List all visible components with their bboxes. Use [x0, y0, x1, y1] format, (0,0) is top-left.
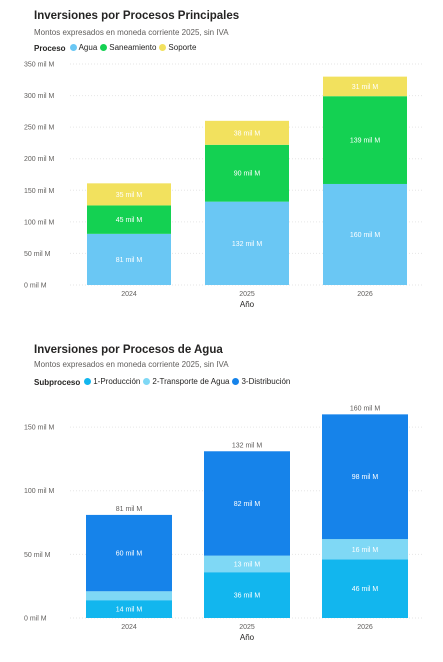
y-tick-label: 350 mil M [24, 62, 55, 69]
legend-color-marker [84, 378, 92, 385]
legend-title: Subproceso [34, 377, 81, 387]
chart-title: Inversiones por Procesos de Agua [34, 344, 223, 356]
bar-segment [322, 559, 408, 618]
legend-color-marker [159, 44, 167, 51]
legend-label: Agua [78, 43, 98, 52]
legend-item: Agua [69, 43, 98, 52]
x-tick-label: 2025 [239, 291, 255, 298]
bar-segment [86, 600, 172, 618]
legend-color-marker [232, 378, 240, 385]
x-tick-label: 2025 [239, 624, 255, 631]
chart-title: Inversiones por Procesos Principales [34, 10, 240, 22]
legend-item: Soporte [159, 43, 196, 52]
y-tick-label: 0 mil M [24, 283, 47, 290]
legend-color-marker [69, 44, 77, 51]
chart-legend: Subproceso 1-Producción 2-Transporte de A… [34, 377, 293, 387]
bar-segment [204, 555, 290, 573]
y-tick-label: 100 mil M [24, 488, 55, 495]
data-label: 13 mil M [234, 561, 261, 568]
legend-item: 2-Transporte de Agua [143, 377, 229, 386]
bar-segment [323, 183, 407, 285]
bar-segment [205, 201, 289, 285]
y-tick-label: 0 mil M [24, 616, 47, 623]
y-tick-label: 50 mil M [24, 552, 51, 559]
chart-subtitle: Montos expresados en moneda corriente 20… [34, 360, 229, 369]
data-label: 16 mil M [352, 547, 379, 554]
chart-subtitle: Montos expresados en moneda corriente 20… [34, 28, 229, 37]
y-tick-label: 150 mil M [24, 188, 55, 195]
legend-color-marker [100, 44, 108, 51]
data-label: 90 mil M [234, 171, 261, 178]
bar-segment [87, 205, 171, 234]
bar-segment [86, 591, 172, 601]
data-label: 45 mil M [116, 217, 143, 224]
legend-label: Soporte [168, 43, 197, 52]
x-axis-title: Año [240, 300, 255, 309]
data-label: 160 mil M [350, 232, 381, 239]
legend-title: Proceso [34, 43, 66, 53]
data-label: 14 mil M [116, 607, 143, 614]
data-label: 31 mil M [352, 84, 379, 91]
data-label: 46 mil M [352, 586, 379, 593]
data-label: 60 mil M [116, 551, 143, 558]
y-tick-label: 100 mil M [24, 219, 55, 226]
legend-label: 1-Producción [93, 377, 141, 386]
data-label: 132 mil M [232, 241, 263, 248]
legend-item: Saneamiento [100, 43, 156, 52]
total-label: 132 mil M [232, 442, 263, 449]
legend-color-marker [143, 378, 151, 385]
bar-segment [205, 120, 289, 145]
y-tick-label: 300 mil M [24, 93, 55, 100]
bar-chart: 0 mil M 50 mil M 100 mil M 150 mil M 14 mil … [24, 405, 424, 642]
y-tick-label: 50 mil M [24, 251, 51, 258]
legend-items: 1-Producción 2-Transporte de Agua 3-Distri… [84, 377, 293, 387]
x-axis-title: Año [240, 633, 255, 642]
y-tick-label: 250 mil M [24, 125, 55, 132]
chart-legend: Proceso Agua Saneamiento Soporte [34, 43, 199, 53]
data-label: 81 mil M [116, 257, 143, 264]
x-tick-label: 2026 [357, 624, 373, 631]
data-label: 82 mil M [234, 501, 261, 508]
x-tick-label: 2026 [357, 291, 373, 298]
bar-chart: 0 mil M 50 mil M 100 mil M 150 mil M 200 mil… [24, 62, 424, 309]
bar-segment [323, 96, 407, 184]
data-label: 38 mil M [234, 130, 261, 137]
chart-panel-procesos-agua: Inversiones por Procesos de Agua Montos … [0, 338, 443, 662]
bar-segment [204, 451, 290, 556]
bar-segment [204, 572, 290, 618]
y-tick-label: 150 mil M [24, 425, 55, 432]
bar-segment [323, 76, 407, 97]
legend-item: 3-Distribución [232, 377, 290, 386]
data-label: 139 mil M [350, 138, 381, 145]
bar-segment [87, 183, 171, 206]
legend-label: Saneamiento [109, 43, 157, 52]
chart-panel-procesos-principales: Inversiones por Procesos Principales Mon… [0, 0, 443, 318]
x-tick-label: 2024 [121, 624, 137, 631]
total-label: 81 mil M [116, 506, 143, 513]
bar-segment [322, 414, 408, 540]
legend-items: Agua Saneamiento Soporte [69, 43, 200, 53]
legend-item: 1-Producción [84, 377, 140, 386]
bar-segment [87, 233, 171, 285]
data-label: 36 mil M [234, 593, 261, 600]
total-label: 160 mil M [350, 405, 381, 412]
legend-label: 2-Transporte de Agua [152, 377, 230, 386]
y-tick-label: 200 mil M [24, 156, 55, 163]
data-label: 35 mil M [116, 192, 143, 199]
bar-segment [86, 514, 172, 592]
bar-segment [322, 539, 408, 560]
legend-label: 3-Distribución [241, 377, 291, 386]
data-label: 98 mil M [352, 474, 379, 481]
bar-segment [205, 144, 289, 202]
x-tick-label: 2024 [121, 291, 137, 298]
